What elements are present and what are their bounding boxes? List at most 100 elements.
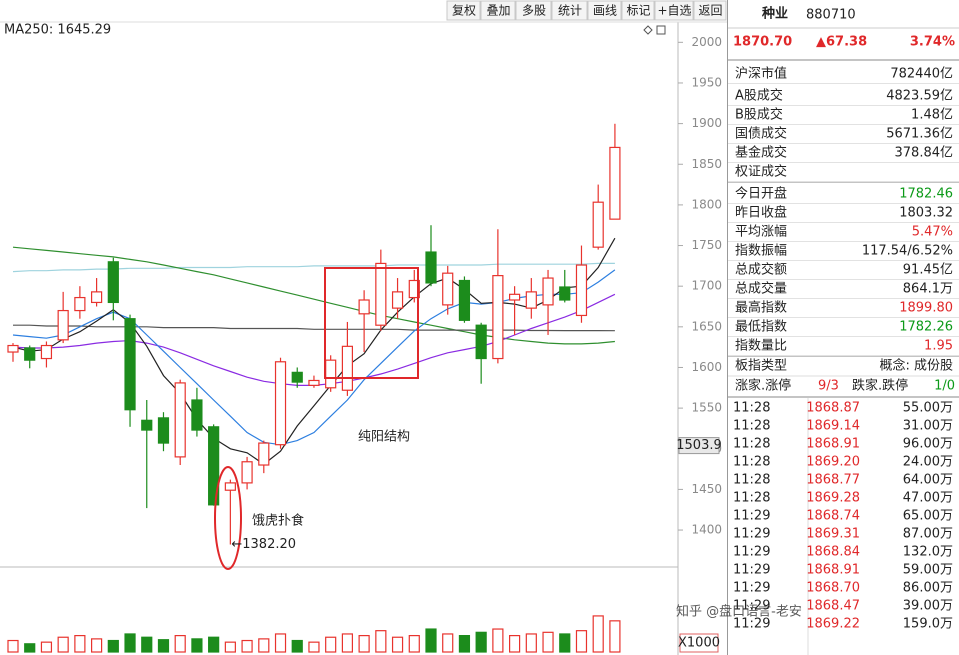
trade-volume: 96.00万 — [903, 437, 953, 452]
volume-bar — [358, 634, 370, 653]
toolbar-label[interactable]: 叠加 — [486, 4, 510, 18]
trade-volume: 39.00万 — [903, 599, 953, 614]
trade-price: 1868.87 — [806, 401, 860, 416]
trade-time: 11:28 — [733, 419, 770, 434]
y-tick-label: 1800 — [691, 197, 722, 211]
trade-time: 11:29 — [733, 563, 770, 578]
volume-bar — [157, 639, 170, 653]
up-label: 涨家.涨停 — [735, 378, 791, 394]
y-tick-label: 1900 — [691, 116, 722, 130]
change: ▲67.38 — [816, 35, 867, 50]
stat-label: 国债成交 — [735, 126, 787, 142]
y-tick-label: 1650 — [691, 319, 722, 333]
toolbar-label[interactable]: 返回 — [698, 4, 722, 18]
stat-label: 平均涨幅 — [735, 225, 787, 240]
y-tick-label: 1400 — [691, 523, 722, 537]
trade-volume: 64.00万 — [903, 473, 953, 488]
toolbar-label[interactable]: 画线 — [593, 4, 617, 18]
candle-body — [325, 359, 337, 389]
candle-body — [475, 324, 487, 360]
stat-value: 1.48亿 — [911, 108, 953, 123]
y-tick-label: 2000 — [691, 35, 722, 49]
stock-name: 种业 — [761, 6, 788, 22]
y-tick-label: 1700 — [691, 279, 722, 293]
candle-body — [308, 379, 320, 386]
candle-body — [141, 419, 153, 431]
volume-bar — [24, 643, 36, 653]
annotation-box — [324, 267, 419, 379]
trade-time: 11:28 — [733, 491, 770, 506]
candle-body — [542, 277, 554, 306]
stat-label: 基金成交 — [735, 145, 787, 161]
candle-body — [592, 201, 604, 248]
trade-volume: 87.00万 — [903, 527, 953, 542]
toolbar-label[interactable]: 标记 — [626, 4, 650, 18]
trade-time: 11:28 — [733, 455, 770, 470]
stat-label: 指数量比 — [735, 339, 787, 354]
volume-bar — [57, 636, 69, 653]
up-value: 9/3 — [818, 379, 839, 394]
stat-value: 864.1万 — [903, 282, 953, 297]
volume-bar — [174, 634, 186, 653]
volume-bar — [191, 638, 203, 653]
stat-value: 1803.32 — [899, 206, 953, 221]
volume-bar — [241, 639, 253, 653]
candle-body — [74, 296, 86, 312]
candle-body — [341, 345, 353, 391]
trade-price: 1868.91 — [806, 437, 860, 452]
toolbar-label[interactable]: +自选 — [657, 4, 691, 18]
toolbar-button[interactable] — [587, 0, 622, 21]
volume-bar — [325, 636, 337, 653]
stat-label: 权证成交 — [735, 164, 787, 180]
toolbar-button[interactable] — [693, 0, 727, 21]
toolbar-button[interactable] — [551, 0, 588, 21]
toolbar-label[interactable]: 多股 — [522, 4, 546, 18]
stat-label: 最低指数 — [735, 320, 787, 335]
volume-bar — [141, 636, 153, 653]
trade-time: 11:28 — [733, 473, 770, 488]
stat-label: 总成交量 — [735, 281, 787, 297]
volume-bar — [208, 636, 220, 653]
y-tick-label: 1550 — [691, 401, 722, 415]
trade-volume: 86.00万 — [903, 581, 953, 596]
stat-label: 指数振幅 — [735, 244, 787, 259]
ma-line — [12, 246, 615, 345]
volume-bar — [509, 634, 521, 653]
stat-label: 昨日收盘 — [735, 205, 787, 221]
y-tick-label: 1600 — [691, 360, 722, 374]
price: 1870.70 — [733, 35, 792, 50]
toolbar-button[interactable] — [654, 0, 694, 21]
y-tick-label: 1950 — [691, 75, 722, 89]
cursor-label: 1503.9 — [676, 438, 722, 453]
volume-bar — [74, 634, 86, 653]
volume-bar — [525, 633, 537, 653]
cursor-box — [678, 437, 720, 455]
candle-body — [458, 279, 471, 321]
volume-bar — [492, 628, 504, 653]
volume-bar — [592, 615, 604, 653]
trade-time: 11:29 — [733, 509, 770, 524]
square-icon[interactable] — [656, 25, 666, 35]
trade-volume: 31.00万 — [903, 419, 953, 434]
toolbar-label[interactable]: 统计 — [558, 4, 582, 18]
annotation-text: 纯阳结构 — [358, 430, 410, 445]
candle-body — [124, 318, 136, 411]
toolbar-button[interactable] — [515, 0, 552, 21]
trade-volume: 55.00万 — [903, 401, 953, 416]
candle-body — [224, 482, 236, 491]
toolbar-button[interactable] — [480, 0, 516, 21]
stat-value: 782440亿 — [890, 67, 953, 82]
candle-body — [24, 347, 36, 361]
volume-bar — [559, 633, 571, 653]
diamond-icon[interactable] — [643, 25, 653, 35]
volume-bar — [341, 633, 353, 653]
toolbar-button[interactable] — [621, 0, 655, 21]
candle-body — [509, 293, 521, 301]
down-label: 跌家.跌停 — [852, 378, 908, 394]
toolbar-label[interactable]: 复权 — [452, 4, 476, 18]
toolbar-button[interactable] — [446, 0, 481, 21]
stock-code: 880710 — [806, 8, 856, 23]
percent: 3.74% — [910, 35, 955, 50]
candle-body — [291, 371, 303, 383]
